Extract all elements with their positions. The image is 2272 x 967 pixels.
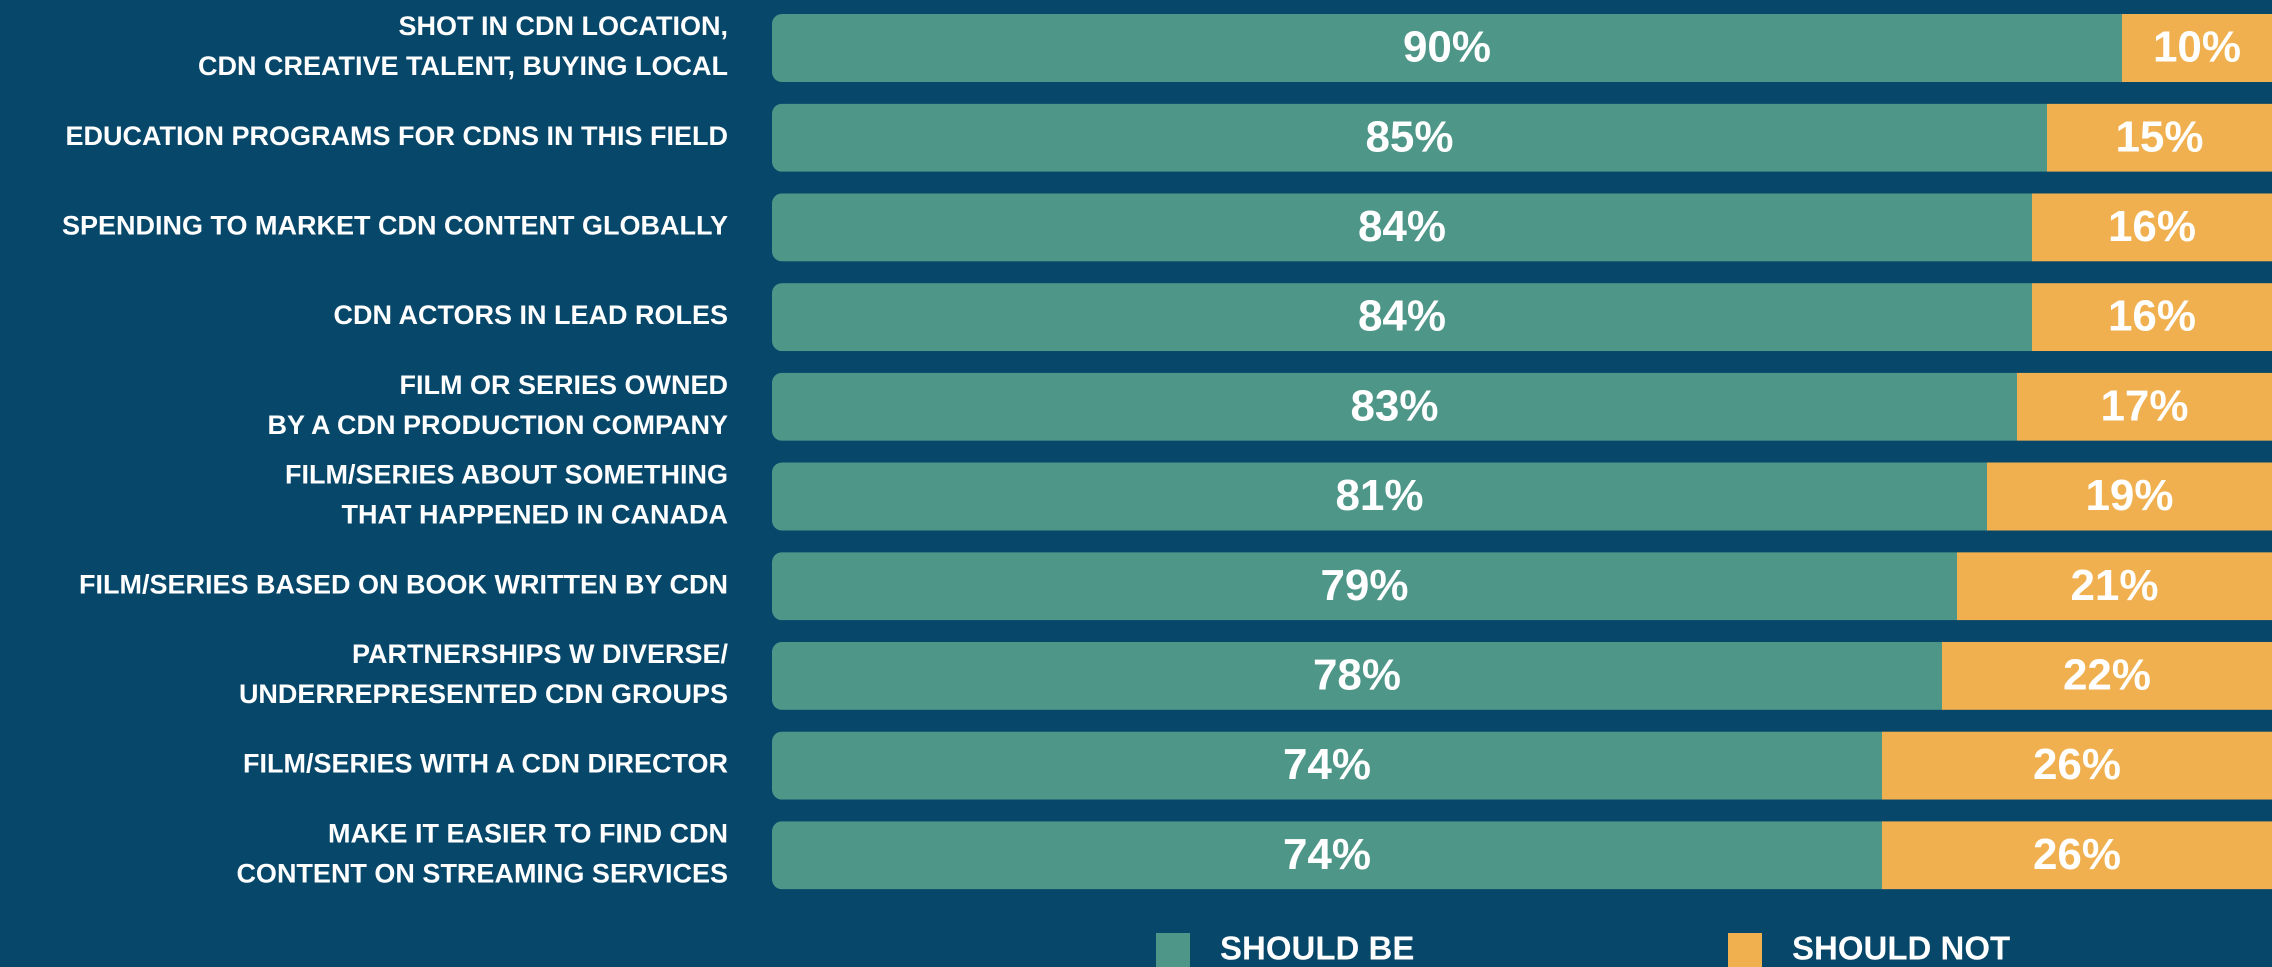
category-label: FILM/SERIES BASED ON BOOK WRITTEN BY CDN [79, 569, 728, 599]
bar-segment [772, 821, 1882, 890]
value-label: 85% [1365, 112, 1453, 161]
value-label: 22% [2063, 651, 2151, 700]
legend-label: SHOULD BE [1220, 930, 1414, 967]
value-label: 84% [1358, 292, 1446, 341]
category-label: EDUCATION PROGRAMS FOR CDNS IN THIS FIEL… [65, 121, 728, 151]
bar-segment [1942, 641, 2272, 710]
category-label: FILM OR SERIES OWNED BY A CDN PRODUCTION … [267, 370, 728, 440]
value-label: 84% [1358, 202, 1446, 251]
category-label: SHOT IN CDN LOCATION, CDN CREATIVE TALENT… [198, 11, 728, 81]
bar-segment [772, 372, 2017, 441]
legend-label: SHOULD NOT [1792, 930, 2010, 967]
category-label: PARTNERSHIPS W DIVERSE/UNDERREPRESENTED … [239, 639, 729, 709]
value-label: 90% [1403, 23, 1491, 72]
legend-swatch [1728, 933, 1762, 967]
value-label: 17% [2100, 381, 2188, 430]
value-label: 78% [1313, 651, 1401, 700]
category-label: SPENDING TO MARKET CDN CONTENT GLOBALLY [62, 211, 728, 241]
bar-segment [1882, 821, 2272, 890]
value-label: 15% [2115, 112, 2203, 161]
value-label: 26% [2033, 740, 2121, 789]
bar-segment [2032, 193, 2272, 262]
value-label: 21% [2070, 561, 2158, 610]
bar-segment [1957, 552, 2272, 621]
bar-segment [772, 14, 2122, 82]
value-label: 79% [1320, 561, 1408, 610]
bar-segment [772, 103, 2047, 172]
bar-segment [2017, 372, 2272, 441]
bar-segment [2047, 103, 2272, 172]
category-label: CDN ACTORS IN LEAD ROLES [333, 300, 728, 330]
value-label: 16% [2108, 202, 2196, 251]
value-label: 83% [1350, 381, 1438, 430]
bar-segment [772, 552, 1957, 621]
bar-segment [772, 731, 1882, 800]
category-label: MAKE IT EASIER TO FIND CDN CONTENT ON STR… [236, 818, 728, 888]
value-label: 74% [1283, 830, 1371, 879]
value-label: 26% [2033, 830, 2121, 879]
value-label: 81% [1335, 471, 1423, 520]
bar-segment [772, 462, 1987, 531]
bar-segment [2032, 283, 2272, 352]
bar-segment [772, 193, 2032, 262]
value-label: 74% [1283, 740, 1371, 789]
legend-swatch [1156, 933, 1190, 967]
value-label: 16% [2108, 292, 2196, 341]
bar-segment [1987, 462, 2272, 531]
bar-segment [772, 641, 1942, 710]
value-label: 19% [2085, 471, 2173, 520]
bar-segment [2122, 14, 2272, 82]
category-label: FILM/SERIES ABOUT SOMETHING THAT HAPPENED… [285, 460, 728, 530]
value-label: 10% [2153, 23, 2241, 72]
bar-segment [1882, 731, 2272, 800]
bar-segment [772, 283, 2032, 352]
category-label: FILM/SERIES WITH A CDN DIRECTOR [243, 749, 728, 779]
